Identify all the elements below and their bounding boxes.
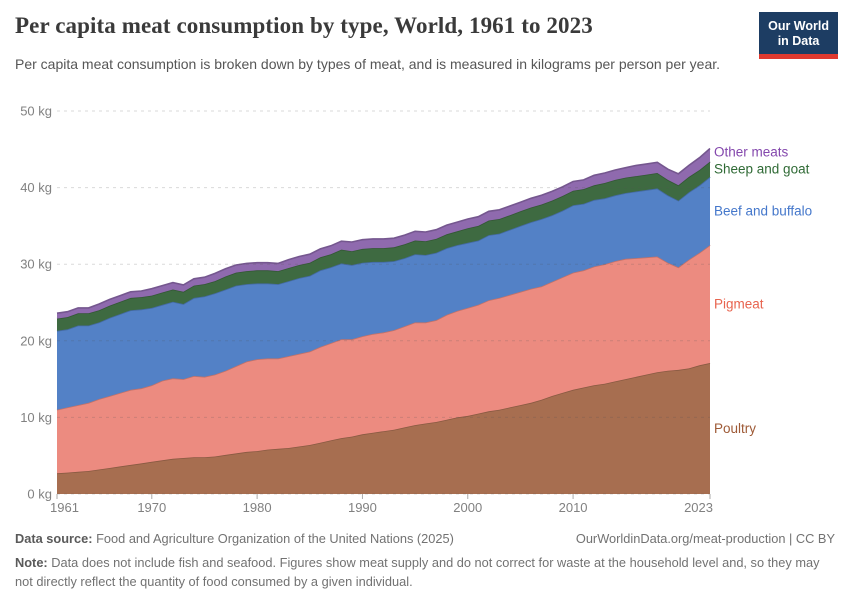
area-poultry[interactable] [57,363,710,494]
area-beef-and-buffalo[interactable] [57,176,710,410]
x-axis-label-2010: 2010 [559,500,588,515]
y-axis-label-0: 0 kg [27,487,52,502]
y-axis-label-30: 30 kg [20,257,52,272]
legend-label-sheep-and-goat[interactable]: Sheep and goat [714,162,810,177]
area-top-line-other-meats [56,147,711,314]
canonical-url-link[interactable]: OurWorldinData.org/meat-production | CC … [575,531,835,546]
area-sheep-and-goat[interactable] [57,161,710,331]
note-label: Note: [15,555,48,571]
y-axis-label-40: 40 kg [20,180,52,195]
legend-label-pigmeat[interactable]: Pigmeat [714,297,764,312]
legend-label-other-meats[interactable]: Other meats [714,145,789,160]
area-pigmeat[interactable] [57,245,710,474]
x-axis-label-1980: 1980 [243,500,272,515]
page-title: Per capita meat consumption by type, Wor… [15,13,593,38]
logo-line-2: in Data [777,34,820,48]
x-axis-label-2023: 2023 [684,500,713,515]
x-axis-label-1990: 1990 [348,500,377,515]
chart-footer: Data source: Food and Agriculture Organi… [15,529,835,592]
data-source-label: Data source: [15,531,93,546]
owid-logo[interactable]: Our World in Data [759,12,838,59]
area-other-meats[interactable] [57,148,710,319]
legend-label-beef-and-buffalo[interactable]: Beef and buffalo [714,203,812,218]
x-axis-label-2000: 2000 [453,500,482,515]
y-axis-label-10: 10 kg [20,410,52,425]
data-source: Data source: Food and Agriculture Organi… [15,529,454,548]
data-source-text: Food and Agriculture Organization of the… [96,531,454,546]
stacked-area-chart[interactable]: 0 kg 10 kg 20 kg 30 kg 40 kg 50 kg 1961 1970 198… [0,0,850,530]
legend-label-poultry[interactable]: Poultry [714,421,756,436]
x-axis-label-1970: 1970 [137,500,166,515]
y-axis-label-50: 50 kg [20,104,52,119]
x-axis-label-1961: 1961 [50,500,79,515]
logo-line-1: Our World [768,19,829,33]
chart-subtitle: Per capita meat consumption is broken do… [15,56,721,72]
y-axis-label-20: 20 kg [20,333,52,348]
note-text: Data does not include fish and seafood. … [15,555,820,590]
